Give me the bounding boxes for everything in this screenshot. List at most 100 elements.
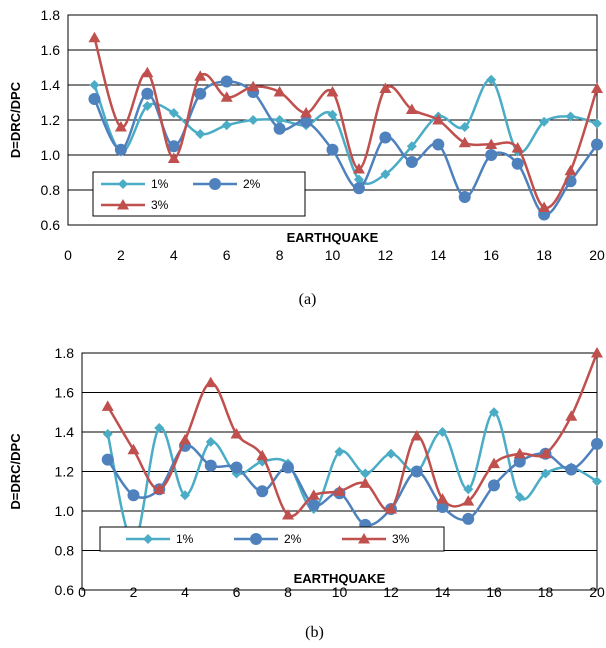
- data-point: [307, 499, 320, 512]
- data-point: [221, 120, 232, 131]
- data-point: [485, 138, 498, 149]
- legend-swatch-marker: [250, 533, 262, 545]
- y-tick-label: 1.0: [41, 147, 61, 163]
- x-tick-label: 14: [435, 584, 451, 600]
- y-tick-label: 0.6: [41, 217, 61, 233]
- data-point: [359, 477, 372, 488]
- data-point: [204, 459, 217, 472]
- data-point: [167, 152, 180, 163]
- data-point: [142, 101, 153, 111]
- legend-swatch-marker: [117, 199, 129, 210]
- data-point: [489, 407, 499, 418]
- x-axis-label: EARTHQUAKE: [294, 571, 386, 586]
- y-axis-label: D=DRC/DPC: [8, 433, 23, 510]
- x-tick-label: 4: [170, 247, 178, 263]
- data-point: [538, 201, 551, 212]
- data-point: [432, 138, 445, 151]
- legend-label: 3%: [392, 532, 410, 546]
- x-axis-label: EARTHQUAKE: [287, 230, 379, 245]
- data-point: [141, 66, 154, 78]
- data-point: [592, 476, 602, 487]
- legend-label: 1%: [176, 532, 194, 546]
- legend-swatch-marker: [209, 178, 221, 190]
- data-point: [194, 70, 207, 81]
- series-3: [88, 31, 603, 212]
- data-point: [513, 447, 526, 459]
- data-point: [486, 74, 497, 85]
- data-point: [102, 428, 113, 439]
- x-tick-label: 2: [130, 584, 138, 600]
- legend-swatch-marker: [118, 179, 128, 189]
- legend-item: 3%: [101, 198, 169, 212]
- x-tick-label: 20: [589, 584, 605, 600]
- data-point: [511, 142, 524, 153]
- data-point: [282, 461, 294, 474]
- data-point: [462, 512, 475, 525]
- x-tick-label: 6: [223, 247, 231, 263]
- data-point: [101, 453, 114, 466]
- data-point: [274, 115, 285, 125]
- data-point: [565, 111, 576, 122]
- data-point: [167, 140, 180, 153]
- data-point: [300, 115, 313, 128]
- data-point: [194, 87, 207, 100]
- data-point: [539, 447, 552, 459]
- data-point: [385, 503, 397, 514]
- data-point: [514, 492, 525, 503]
- y-tick-label: 1.4: [41, 77, 61, 93]
- data-point: [459, 122, 470, 132]
- data-point: [248, 115, 259, 125]
- data-point: [410, 429, 423, 441]
- x-tick-label: 6: [233, 584, 241, 600]
- data-point: [153, 483, 166, 494]
- data-point: [380, 169, 391, 180]
- data-point: [220, 91, 233, 102]
- x-tick-label: 18: [536, 247, 552, 263]
- chart-panel-b: 0.6 0.8 1.0 1.2 1.4 1.6 1.8 0 2 4 6 8 10 12 14 16 18 20 EA…: [8, 345, 605, 641]
- data-point: [436, 493, 449, 504]
- data-point: [352, 182, 365, 195]
- data-point: [591, 347, 603, 358]
- data-point: [353, 174, 364, 185]
- data-point: [127, 443, 140, 455]
- legend-item: 2%: [193, 177, 261, 191]
- data-point: [114, 143, 127, 156]
- x-tick-label: 16: [483, 247, 499, 263]
- series-2: [88, 75, 603, 221]
- data-point: [256, 449, 269, 461]
- data-point: [247, 80, 260, 92]
- data-point: [168, 108, 179, 118]
- x-tick-label: 14: [431, 247, 447, 263]
- data-point: [405, 156, 418, 168]
- legend-label: 2%: [284, 532, 302, 546]
- data-point: [333, 485, 346, 496]
- data-point: [220, 75, 233, 88]
- data-point: [565, 410, 578, 421]
- y-tick-label: 1.6: [41, 42, 61, 58]
- x-tick-label: 0: [64, 247, 72, 263]
- y-axis-label: D=DRC/DPC: [8, 81, 23, 158]
- data-point: [488, 479, 500, 492]
- data-point: [307, 489, 320, 500]
- data-point: [458, 191, 471, 203]
- y-tick-label: 1.8: [41, 7, 61, 23]
- data-point: [273, 122, 286, 135]
- data-point: [540, 468, 551, 479]
- data-point: [204, 376, 217, 388]
- series-3: [101, 347, 603, 520]
- data-point: [327, 109, 338, 120]
- data-point: [539, 116, 550, 127]
- legend-label: 3%: [151, 198, 169, 212]
- data-point: [513, 455, 526, 468]
- data-point: [406, 141, 417, 152]
- y-tick-label: 1.4: [55, 424, 75, 440]
- legend-label: 2%: [243, 177, 261, 191]
- data-point: [379, 82, 392, 93]
- y-tick-label: 1.0: [55, 503, 75, 519]
- data-point: [432, 114, 445, 125]
- data-point: [564, 164, 577, 176]
- data-point: [89, 80, 100, 90]
- x-tick-label: 10: [332, 584, 348, 600]
- data-point: [326, 86, 339, 97]
- data-point: [326, 143, 339, 156]
